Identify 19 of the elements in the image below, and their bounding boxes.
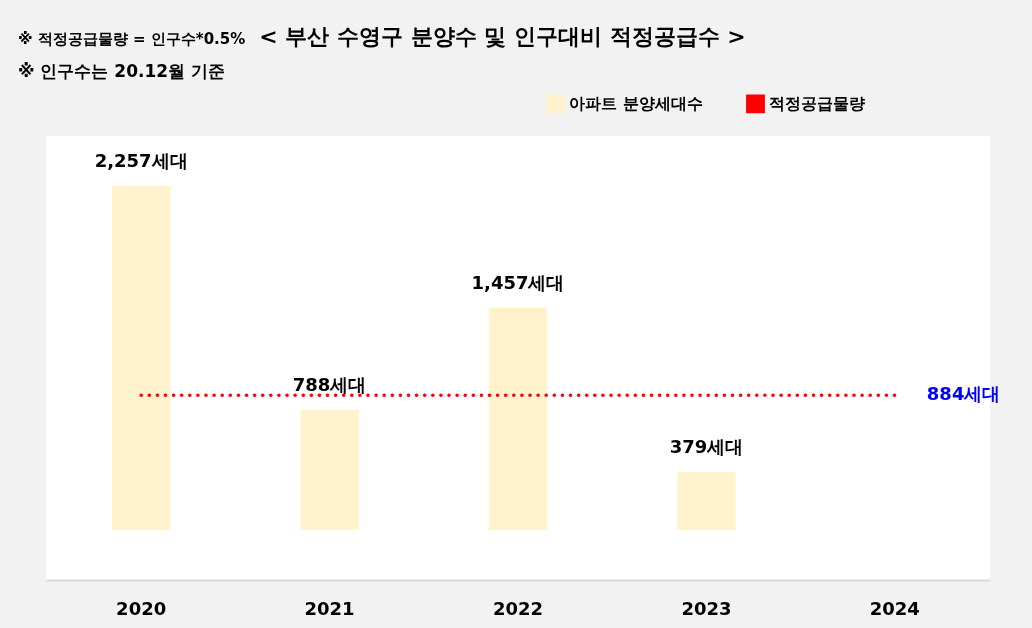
bar: [677, 472, 736, 530]
bar: [300, 409, 359, 530]
text: ※ 적정공급물량 = 인구수*0.5%: [18, 30, 246, 48]
data-label: 788세대: [292, 373, 367, 395]
data-label: 1,457세대: [471, 271, 565, 293]
x-tick-label: 2022: [492, 597, 544, 619]
text: ※ 인구수는 20.12월 기준: [18, 60, 227, 83]
x-tick-label: 2020: [116, 597, 167, 619]
legend-label: 아파트 분양세대수: [569, 93, 703, 113]
bar: [488, 307, 548, 530]
x-tick-label: 2023: [681, 597, 732, 619]
annotation: 884세대: [926, 383, 1001, 405]
data-label: 379세대: [669, 436, 744, 458]
data-label: 2,257세대: [94, 150, 188, 171]
x-tick-label: 2024: [869, 597, 920, 619]
bar: [111, 186, 171, 530]
chart-title: < 부산 수영구 분양수 및 인구대비 적정공급수 >: [259, 24, 746, 49]
x-tick-label: 2021: [304, 597, 355, 619]
legend-label: 적정공급물량: [769, 93, 865, 113]
